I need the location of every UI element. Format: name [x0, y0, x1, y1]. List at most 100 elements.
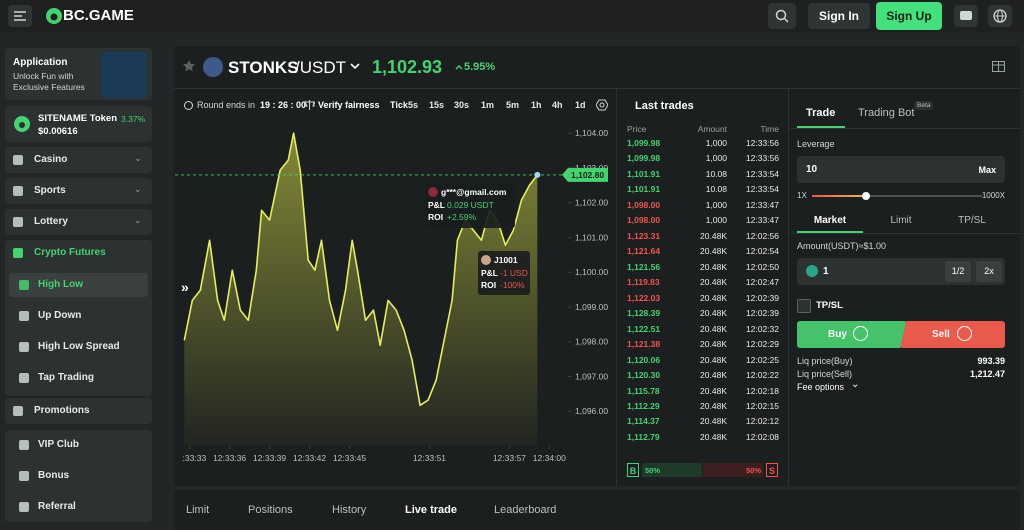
interval-button[interactable]: 1h [531, 100, 542, 110]
tooltip-roi-label: ROI [481, 280, 496, 290]
extra-item[interactable]: Bonus [38, 470, 70, 481]
interval-button[interactable]: 4h [552, 100, 563, 110]
bottom-tab[interactable]: Limit [186, 504, 210, 516]
x-tick-label: 12:33:57 [493, 453, 526, 463]
tpsl-checkbox[interactable] [797, 299, 811, 313]
interval-button[interactable]: 15s [429, 100, 445, 110]
bottom-tab[interactable]: History [332, 504, 367, 516]
tooltip-pnl: -1 USD [500, 268, 528, 278]
app-card[interactable]: Application Unlock Fun with Exclusive Fe… [5, 48, 152, 100]
search-button[interactable] [768, 3, 796, 29]
token-name: SITENAME Token [38, 113, 117, 124]
divider [174, 88, 1020, 89]
buy-share: 50% [645, 466, 661, 475]
fee-options[interactable]: Fee options [797, 382, 845, 392]
menu-row-bg[interactable] [5, 209, 152, 235]
menu-row-bg[interactable] [5, 147, 152, 173]
tooltip-pnl: 0.029 USDT [447, 200, 494, 210]
up-arrow [455, 65, 463, 70]
trade-time: 12:02:54 [745, 246, 779, 257]
x-tick-label: 12:33:51 [413, 453, 446, 463]
y-tick-label: 1,097.00 [575, 371, 608, 381]
submenu-item[interactable]: High Low [38, 279, 83, 290]
menu-icon [14, 11, 26, 21]
extras-group [5, 430, 152, 522]
menu-item[interactable]: Lottery [34, 216, 68, 227]
trade-time: 12:02:12 [745, 416, 779, 427]
order-type-tab[interactable]: Market [813, 215, 847, 226]
half-button[interactable]: 1/2 [945, 261, 971, 282]
sell-button-bg[interactable] [900, 321, 1005, 348]
chat-button[interactable] [954, 5, 978, 27]
trade-amount: 10.08 [705, 184, 727, 195]
order-type-tab[interactable]: Limit [890, 215, 912, 226]
token-change: 3.37% [121, 114, 146, 124]
leverage-input[interactable] [797, 156, 1005, 183]
liq-buy-label: Liq price(Buy) [797, 356, 853, 366]
menu-row-active[interactable] [9, 273, 148, 297]
menu-item[interactable]: Sports [34, 185, 66, 196]
menu-item[interactable]: Casino [34, 154, 68, 165]
trade-time: 12:33:54 [745, 168, 779, 179]
sell-button[interactable]: Sell [932, 329, 950, 340]
price-line [183, 132, 538, 407]
x-tick-label: 12:33:33 [173, 453, 206, 463]
collapse-arrow[interactable]: » [181, 279, 189, 295]
trade-time: 12:33:56 [745, 153, 779, 164]
submenu-item[interactable]: Up Down [38, 310, 82, 321]
order-type-tab[interactable]: TP/SL [958, 215, 986, 226]
column-header: Price [627, 124, 647, 134]
sign-up-button[interactable]: Sign Up [876, 2, 942, 30]
menu-item[interactable]: Promotions [34, 405, 90, 416]
slider-max: 1000X [981, 191, 1005, 200]
submenu-item[interactable]: High Low Spread [38, 341, 120, 352]
menu-icon [13, 186, 23, 196]
trade-time: 12:02:25 [745, 354, 779, 365]
bottom-tab[interactable]: Positions [248, 504, 293, 516]
interval-button[interactable]: 1d [575, 100, 586, 110]
menu-row-bg[interactable] [5, 178, 152, 204]
max-button[interactable]: Max [978, 165, 996, 175]
language-button[interactable] [988, 5, 1012, 27]
menu-item[interactable]: Crypto Futures [34, 247, 106, 258]
interval-button[interactable]: 30s [454, 100, 470, 110]
buy-button-bg[interactable] [797, 321, 907, 348]
token-icon [14, 116, 30, 132]
tab[interactable]: Trade [806, 107, 836, 119]
token-card[interactable]: SITENAME Token 3.37% $0.00616 [5, 106, 152, 142]
extra-item[interactable]: Referral [38, 501, 76, 512]
slider-knob[interactable] [862, 192, 870, 200]
sign-in-button[interactable]: Sign In [808, 3, 870, 29]
trade-time: 12:33:54 [745, 184, 779, 195]
pair-base[interactable]: STONKS [228, 58, 299, 77]
y-tick-label: 1,104.00 [575, 128, 608, 138]
submenu-item[interactable]: Tap Trading [38, 372, 94, 383]
buy-badge: B [627, 463, 639, 477]
layout-icon[interactable] [992, 61, 1005, 72]
bottom-tab[interactable]: Live trade [405, 504, 457, 516]
settings-icon[interactable] [596, 99, 608, 111]
trade-time: 12:02:50 [745, 261, 779, 272]
double-button[interactable]: 2x [976, 261, 1002, 282]
bottom-tab[interactable]: Leaderboard [494, 504, 557, 516]
pair-dropdown[interactable] [350, 63, 360, 71]
buy-button[interactable]: Buy [828, 329, 847, 340]
search-icon [775, 9, 789, 23]
y-tick-label: 1,096.00 [575, 406, 608, 416]
interval-button[interactable]: 1m [481, 100, 495, 110]
interval-button[interactable]: 5m [506, 100, 520, 110]
favorite-star[interactable] [183, 60, 195, 72]
verify-fairness[interactable]: Verify fairness [318, 100, 380, 110]
trade-price: 1,101.91 [627, 168, 661, 179]
interval-button[interactable]: 5s [408, 100, 419, 110]
trade-price: 1,122.03 [627, 292, 661, 303]
menu-row-bg[interactable] [5, 398, 152, 424]
menu-button[interactable] [8, 5, 32, 27]
extra-item[interactable]: VIP Club [38, 439, 79, 450]
pair-quote[interactable]: /USDT [295, 58, 346, 77]
chart-mode[interactable]: Tick [390, 100, 408, 110]
tooltip-roi: -100% [500, 280, 525, 290]
tab[interactable]: Trading Bot [858, 107, 915, 119]
